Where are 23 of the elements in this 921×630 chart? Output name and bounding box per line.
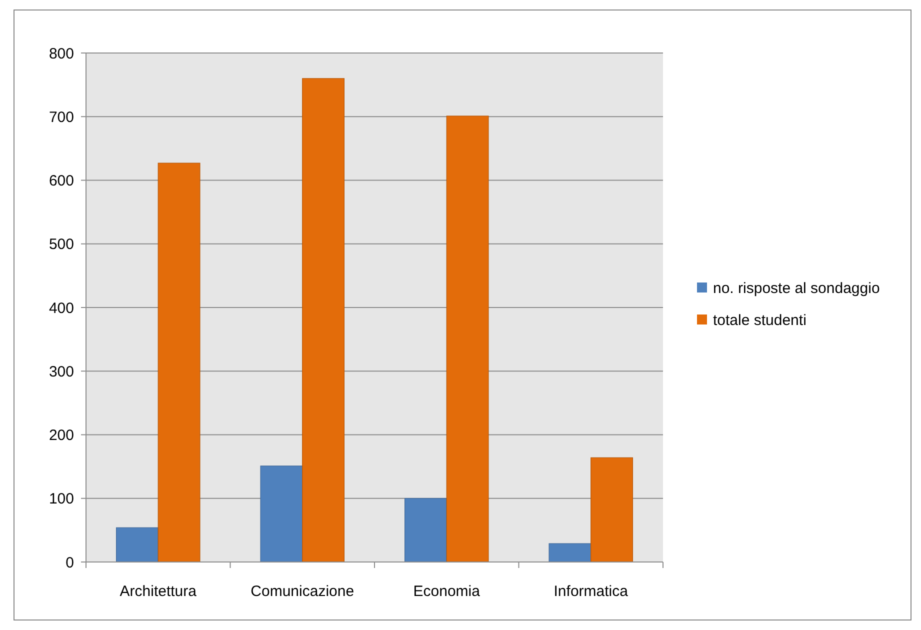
y-tick-label: 500 <box>48 236 74 254</box>
x-tick-label: Architettura <box>120 583 198 600</box>
y-tick-label: 100 <box>48 490 74 508</box>
y-tick-label: 0 <box>66 554 74 572</box>
y-tick-label: 600 <box>48 172 74 190</box>
y-tick-label: 800 <box>48 45 74 62</box>
y-tick-label: 700 <box>48 108 74 126</box>
x-tick-label: Comunicazione <box>250 583 354 600</box>
y-tick-label: 200 <box>48 427 74 444</box>
bar <box>548 543 592 562</box>
x-tick-label: Informatica <box>554 583 629 600</box>
bar <box>590 457 634 562</box>
bar <box>446 116 489 562</box>
bar <box>404 498 447 562</box>
bar <box>158 162 200 562</box>
y-tick-label: 300 <box>48 363 74 380</box>
x-tick-label: Economia <box>413 583 481 600</box>
legend-label: no. risposte al sondaggio <box>713 280 880 297</box>
legend-label: totale studenti <box>713 312 806 329</box>
bar <box>302 78 345 562</box>
bar <box>116 527 158 562</box>
y-tick-label: 400 <box>48 300 74 317</box>
bar <box>260 466 303 562</box>
